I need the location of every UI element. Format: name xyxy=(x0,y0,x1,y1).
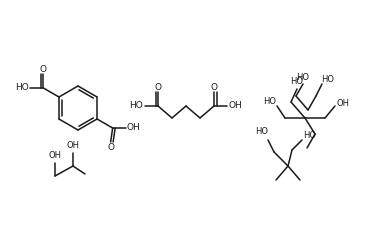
Text: OH: OH xyxy=(127,124,141,133)
Text: HO: HO xyxy=(263,98,276,106)
Text: O: O xyxy=(210,83,217,91)
Text: HO: HO xyxy=(290,78,304,86)
Text: HO: HO xyxy=(129,101,143,110)
Text: HO: HO xyxy=(297,73,309,81)
Text: HO: HO xyxy=(255,128,269,137)
Text: O: O xyxy=(107,143,114,152)
Text: OH: OH xyxy=(228,101,242,110)
Text: HO: HO xyxy=(322,75,335,84)
Text: OH: OH xyxy=(336,99,350,108)
Text: OH: OH xyxy=(67,142,79,150)
Text: OH: OH xyxy=(49,152,61,160)
Text: O: O xyxy=(155,83,162,91)
Text: HO: HO xyxy=(15,84,29,93)
Text: HO: HO xyxy=(304,132,316,140)
Text: O: O xyxy=(40,64,47,74)
